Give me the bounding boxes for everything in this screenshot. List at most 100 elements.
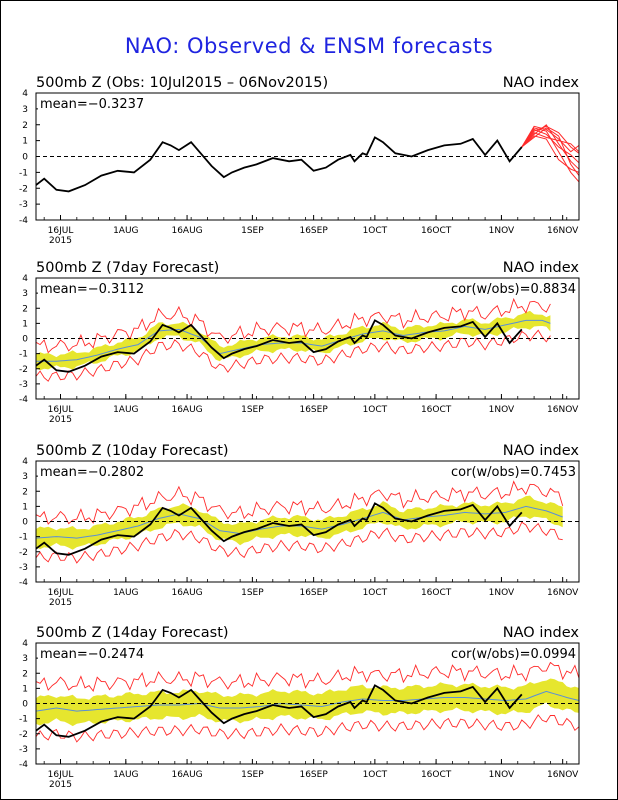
cor-annotation: cor(w/obs)=0.0994 bbox=[451, 647, 576, 662]
y-tick-label: 3 bbox=[22, 654, 28, 664]
y-tick-label: 1 bbox=[22, 684, 28, 694]
y-tick-label: -4 bbox=[19, 760, 28, 770]
y-tick-label: 0 bbox=[22, 700, 28, 710]
forecast-member-5 bbox=[521, 127, 580, 176]
spread-lower-line bbox=[35, 714, 580, 743]
x-tick-label: 1AUG bbox=[113, 226, 138, 236]
y-tick-label: -3 bbox=[19, 563, 28, 573]
x-tick-label: 16JUL bbox=[48, 226, 74, 236]
cor-annotation: cor(w/obs)=0.7453 bbox=[451, 465, 576, 480]
x-tick-label: 1AUG bbox=[113, 770, 138, 780]
y-tick-label: 3 bbox=[22, 472, 28, 482]
x-year-label: 2015 bbox=[49, 415, 72, 425]
y-tick-label: 1 bbox=[22, 137, 28, 147]
y-tick-label: -1 bbox=[19, 715, 28, 725]
y-tick-label: -3 bbox=[19, 200, 28, 210]
mean-annotation: mean=−0.3112 bbox=[40, 282, 144, 297]
y-tick-label: 4 bbox=[22, 639, 28, 649]
panel-title: 500mb Z (10day Forecast) bbox=[36, 443, 229, 459]
x-tick-label: 16JUL bbox=[48, 588, 74, 598]
panel-index-label: NAO index bbox=[503, 443, 580, 459]
panel-4: 500mb Z (14day Forecast) NAO index -4 -3 -2 -… bbox=[19, 625, 580, 790]
spread-lower-line bbox=[35, 521, 563, 564]
y-tick-label: -4 bbox=[19, 216, 28, 226]
x-tick-label: 16NOV bbox=[547, 405, 579, 415]
y-tick-label: -3 bbox=[19, 380, 28, 390]
x-tick-label: 16SEP bbox=[299, 226, 328, 236]
x-tick-label: 16NOV bbox=[547, 226, 579, 236]
ensemble-band bbox=[36, 495, 563, 550]
y-tick-label: 1 bbox=[22, 502, 28, 512]
mean-annotation: mean=−0.3237 bbox=[40, 97, 144, 112]
y-tick-label: 2 bbox=[22, 121, 28, 131]
forecast-member-8 bbox=[521, 125, 580, 153]
y-tick-label: -1 bbox=[19, 533, 28, 543]
cor-annotation: cor(w/obs)=0.8834 bbox=[451, 282, 576, 297]
x-tick-label: 16JUL bbox=[48, 405, 74, 415]
x-tick-label: 16OCT bbox=[421, 588, 452, 598]
y-tick-label: -4 bbox=[19, 395, 28, 405]
y-tick-label: -2 bbox=[19, 548, 28, 558]
x-tick-label: 1SEP bbox=[241, 588, 264, 598]
x-tick-label: 1OCT bbox=[363, 770, 388, 780]
y-tick-label: 2 bbox=[22, 669, 28, 679]
observed-line bbox=[35, 319, 523, 373]
x-year-label: 2015 bbox=[49, 236, 72, 246]
y-tick-label: -2 bbox=[19, 184, 28, 194]
panel-title: 500mb Z (Obs: 10Jul2015 – 06Nov2015) bbox=[36, 75, 328, 91]
x-tick-label: 1SEP bbox=[241, 226, 264, 236]
x-tick-label: 1NOV bbox=[489, 588, 515, 598]
x-tick-label: 16AUG bbox=[171, 405, 202, 415]
y-tick-label: -4 bbox=[19, 578, 28, 588]
panel-title: 500mb Z (14day Forecast) bbox=[36, 625, 229, 641]
mean-annotation: mean=−0.2474 bbox=[40, 647, 144, 662]
x-tick-label: 16AUG bbox=[171, 226, 202, 236]
x-tick-label: 16SEP bbox=[299, 770, 328, 780]
x-tick-label: 1NOV bbox=[489, 405, 515, 415]
panel-index-label: NAO index bbox=[503, 625, 580, 641]
panel-3: 500mb Z (10day Forecast) NAO index -4 -3 -2 -… bbox=[19, 443, 580, 608]
cor-backing bbox=[416, 645, 577, 662]
spread-upper-line bbox=[35, 297, 551, 354]
panel-1: 500mb Z (Obs: 10Jul2015 – 06Nov2015) NAO … bbox=[19, 75, 580, 246]
y-tick-label: 0 bbox=[22, 153, 28, 163]
ensemble-band bbox=[36, 678, 579, 727]
x-tick-label: 1AUG bbox=[113, 405, 138, 415]
x-tick-label: 1SEP bbox=[241, 405, 264, 415]
x-tick-label: 16OCT bbox=[421, 405, 452, 415]
y-tick-label: 2 bbox=[22, 304, 28, 314]
spread-upper-line bbox=[35, 661, 580, 692]
x-tick-label: 16JUL bbox=[48, 770, 74, 780]
y-tick-label: -1 bbox=[19, 350, 28, 360]
x-tick-label: 16NOV bbox=[547, 588, 579, 598]
forecast-member-7 bbox=[521, 135, 580, 173]
x-tick-label: 1NOV bbox=[489, 770, 515, 780]
y-tick-label: 3 bbox=[22, 289, 28, 299]
x-tick-label: 1OCT bbox=[363, 226, 388, 236]
forecast-member-3 bbox=[521, 127, 580, 183]
panel-title: 500mb Z (7day Forecast) bbox=[36, 260, 219, 276]
mean-backing bbox=[38, 463, 156, 480]
x-tick-label: 1SEP bbox=[241, 770, 264, 780]
panel-2: 500mb Z (7day Forecast) NAO index -4 -3 -2 -1… bbox=[19, 260, 580, 425]
x-tick-label: 16AUG bbox=[171, 588, 202, 598]
y-tick-label: -3 bbox=[19, 745, 28, 755]
ensemble-mean-line bbox=[35, 505, 563, 539]
forecast-member-4 bbox=[521, 132, 580, 153]
x-tick-label: 1NOV bbox=[489, 226, 515, 236]
spread-upper-line bbox=[35, 480, 564, 525]
x-year-label: 2015 bbox=[49, 598, 72, 608]
plot-frame bbox=[35, 92, 580, 221]
y-tick-label: 2 bbox=[22, 487, 28, 497]
y-tick-label: 3 bbox=[22, 105, 28, 115]
x-tick-label: 16SEP bbox=[299, 588, 328, 598]
y-tick-label: 4 bbox=[22, 89, 28, 99]
forecast-member-1 bbox=[521, 125, 580, 154]
y-tick-label: 0 bbox=[22, 335, 28, 345]
x-tick-label: 1AUG bbox=[113, 588, 138, 598]
x-year-label: 2015 bbox=[49, 780, 72, 790]
panel-index-label: NAO index bbox=[503, 75, 580, 91]
x-tick-label: 16NOV bbox=[547, 770, 579, 780]
